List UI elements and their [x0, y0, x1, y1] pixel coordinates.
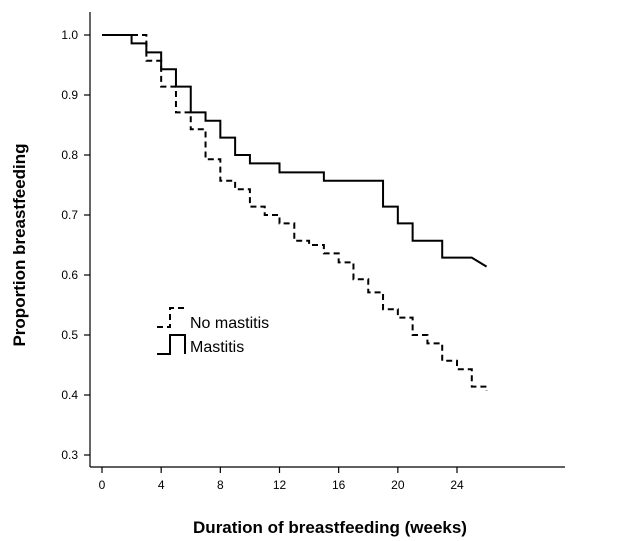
x-ticks: 0 4 8 12 16 20 24 — [99, 467, 464, 492]
y-tick-label: 0.8 — [61, 148, 78, 162]
x-tick-label: 20 — [391, 478, 405, 492]
x-tick-label: 4 — [158, 478, 165, 492]
legend-label-no-mastitis: No mastitis — [190, 315, 269, 332]
x-tick-label: 8 — [217, 478, 224, 492]
series-lines — [102, 34, 488, 391]
legend-label-mastitis: Mastitis — [190, 339, 244, 356]
legend-swatch-mastitis — [157, 334, 186, 355]
y-tick-label: 0.7 — [61, 208, 78, 222]
x-tick-label: 12 — [273, 478, 287, 492]
y-tick-label: 0.3 — [61, 448, 78, 462]
y-tick-label: 0.6 — [61, 268, 78, 282]
x-tick-label: 0 — [99, 478, 106, 492]
y-tick-label: 0.9 — [61, 88, 78, 102]
y-axis-title: Proportion breastfeeding — [10, 143, 29, 346]
series-line-no-mastitis — [102, 34, 488, 391]
axes — [89, 12, 565, 468]
y-tick-label: 0.5 — [61, 328, 78, 342]
legend: No mastitis Mastitis — [157, 307, 269, 356]
y-ticks: 0.3 0.4 0.5 0.6 0.7 0.8 0.9 1.0 — [61, 28, 90, 462]
x-tick-label: 16 — [332, 478, 346, 492]
x-axis-title: Duration of breastfeeding (weeks) — [193, 518, 467, 537]
series-line-mastitis — [102, 34, 488, 268]
legend-swatch-no-mastitis — [157, 307, 185, 328]
y-tick-label: 0.4 — [61, 388, 78, 402]
x-tick-label: 24 — [450, 478, 464, 492]
y-tick-label: 1.0 — [61, 28, 78, 42]
